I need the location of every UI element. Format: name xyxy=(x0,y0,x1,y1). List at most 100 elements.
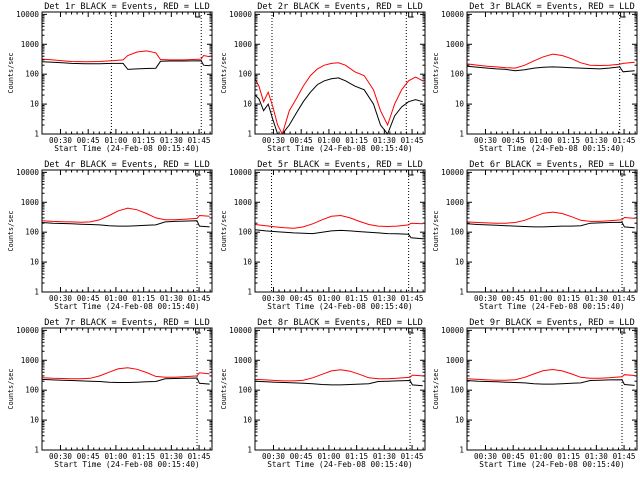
y-axis-label: Counts/sec xyxy=(432,211,440,252)
y-tick-label: 10 xyxy=(30,258,40,267)
x-tick-label: 01:15 xyxy=(132,136,155,145)
lld-series-line xyxy=(255,369,423,382)
y-tick-label: 100 xyxy=(25,228,39,237)
events-series-line xyxy=(255,379,423,387)
y-tick-label: 100 xyxy=(450,386,464,395)
y-tick-label: 1000 xyxy=(21,40,40,49)
x-tick-label: 01:15 xyxy=(345,294,368,303)
y-tick-label: 10000 xyxy=(229,326,252,335)
x-tick-label: 01:45 xyxy=(613,136,636,145)
x-tick-label: 01:15 xyxy=(557,294,580,303)
x-tick-label: 01:45 xyxy=(613,294,636,303)
y-tick-label: 10000 xyxy=(16,326,39,335)
x-tick-label: 00:30 xyxy=(474,294,497,303)
x-tick-label: 01:00 xyxy=(104,136,127,145)
events-series-line xyxy=(255,77,423,134)
panel-det-2r: 1 10 100 1000 10000 00:30 00:45 01:00 01:15 01:30… xyxy=(220,2,426,153)
y-tick-label: 10 xyxy=(30,100,40,109)
x-tick-label: 01:30 xyxy=(585,294,608,303)
panel-title: Det 9r BLACK = Events, RED = LLD xyxy=(469,318,635,328)
x-tick-label: 01:30 xyxy=(373,452,396,461)
y-tick-label: 1000 xyxy=(446,198,465,207)
x-tick-label: 01:00 xyxy=(317,136,340,145)
lld-series-line xyxy=(42,367,210,380)
x-axis-label: Start Time (24-Feb-08 00:15:40) xyxy=(267,144,413,153)
x-tick-label: 01:00 xyxy=(317,452,340,461)
x-tick-label: 01:30 xyxy=(585,136,608,145)
x-tick-label: 00:45 xyxy=(77,294,100,303)
y-tick-label: 1 xyxy=(34,446,39,455)
y-tick-label: 10 xyxy=(243,416,253,425)
y-tick-label: 100 xyxy=(238,70,252,79)
x-tick-label: 00:45 xyxy=(502,452,525,461)
y-tick-label: 1000 xyxy=(234,356,253,365)
y-tick-label: 1 xyxy=(247,288,252,297)
x-tick-label: 00:30 xyxy=(262,136,285,145)
y-tick-label: 100 xyxy=(238,228,252,237)
x-tick-label: 01:00 xyxy=(529,452,552,461)
y-tick-label: 100 xyxy=(25,386,39,395)
y-tick-label: 100 xyxy=(238,386,252,395)
y-axis-label: Counts/sec xyxy=(432,369,440,410)
panel-det-6r: 1 10 100 1000 10000 00:30 00:45 01:00 01:15 01:30… xyxy=(432,160,638,311)
events-series-line xyxy=(42,220,210,228)
x-tick-label: 01:45 xyxy=(188,136,211,145)
x-tick-label: 01:15 xyxy=(557,452,580,461)
y-tick-label: 1 xyxy=(459,446,464,455)
panel-title: Det 3r BLACK = Events, RED = LLD xyxy=(469,2,635,12)
events-series-line xyxy=(467,221,635,229)
y-axis-label: Counts/sec xyxy=(220,369,228,410)
y-tick-label: 1 xyxy=(459,288,464,297)
x-tick-label: 01:30 xyxy=(373,294,396,303)
x-tick-label: 01:00 xyxy=(529,294,552,303)
x-tick-label: 00:45 xyxy=(77,452,100,461)
panel-det-3r: 1 10 100 1000 10000 00:30 00:45 01:00 01:15 01:30… xyxy=(432,2,638,153)
x-tick-label: 00:30 xyxy=(474,452,497,461)
panel-title: Det 1r BLACK = Events, RED = LLD xyxy=(44,2,210,12)
lld-series-line xyxy=(42,207,210,223)
x-tick-label: 01:00 xyxy=(104,452,127,461)
y-tick-label: 1000 xyxy=(21,356,40,365)
y-tick-label: 10000 xyxy=(16,10,39,19)
y-tick-label: 100 xyxy=(25,70,39,79)
y-tick-label: 10 xyxy=(455,258,465,267)
x-tick-label: 01:15 xyxy=(345,136,368,145)
x-tick-label: 00:30 xyxy=(49,294,72,303)
x-tick-label: 00:45 xyxy=(290,136,313,145)
x-tick-label: 01:15 xyxy=(132,294,155,303)
x-tick-label: 00:30 xyxy=(49,136,72,145)
y-tick-label: 10000 xyxy=(229,168,252,177)
panel-title: Det 8r BLACK = Events, RED = LLD xyxy=(257,318,423,328)
y-tick-label: 1000 xyxy=(446,40,465,49)
y-tick-label: 10 xyxy=(243,258,253,267)
panel-det-5r: 1 10 100 1000 10000 00:30 00:45 01:00 01:15 01:30… xyxy=(220,160,426,311)
x-axis-label: Start Time (24-Feb-08 00:15:40) xyxy=(54,302,200,311)
lld-series-line xyxy=(255,62,423,134)
y-tick-label: 1 xyxy=(247,130,252,139)
x-axis-label: Start Time (24-Feb-08 00:15:40) xyxy=(54,144,200,153)
x-tick-label: 01:30 xyxy=(160,294,183,303)
events-series-line xyxy=(255,229,423,240)
x-tick-label: 01:00 xyxy=(317,294,340,303)
panel-det-7r: 1 10 100 1000 10000 00:30 00:45 01:00 01:15 01:30… xyxy=(7,318,213,469)
lld-series-line xyxy=(255,214,423,229)
x-tick-label: 01:45 xyxy=(401,294,424,303)
x-tick-label: 01:30 xyxy=(585,452,608,461)
panel-det-9r: 1 10 100 1000 10000 00:30 00:45 01:00 01:15 01:30… xyxy=(432,318,638,469)
y-tick-label: 1 xyxy=(459,130,464,139)
y-tick-label: 10 xyxy=(243,100,253,109)
panel-title: Det 4r BLACK = Events, RED = LLD xyxy=(44,160,210,170)
x-axis-label: Start Time (24-Feb-08 00:15:40) xyxy=(267,302,413,311)
x-tick-label: 00:30 xyxy=(262,452,285,461)
x-axis-label: Start Time (24-Feb-08 00:15:40) xyxy=(479,460,625,469)
panel-det-1r: 1 10 100 1000 10000 00:30 00:45 01:00 01:15 01:30… xyxy=(7,2,213,153)
x-tick-label: 01:15 xyxy=(132,452,155,461)
y-tick-label: 10000 xyxy=(441,10,464,19)
x-tick-label: 01:15 xyxy=(345,452,368,461)
lld-series-line xyxy=(42,50,210,63)
y-tick-label: 10 xyxy=(30,416,40,425)
x-tick-label: 00:30 xyxy=(474,136,497,145)
events-series-line xyxy=(42,60,210,70)
panel-title: Det 2r BLACK = Events, RED = LLD xyxy=(257,2,423,12)
